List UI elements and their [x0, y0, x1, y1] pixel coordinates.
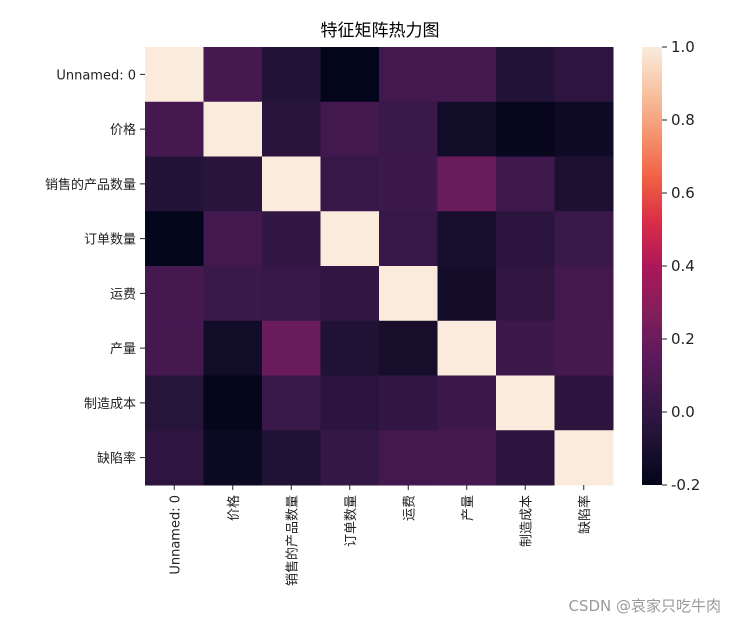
heatmap-cell	[554, 266, 614, 322]
heatmap-cell	[496, 375, 555, 431]
heatmap-cell	[379, 375, 438, 431]
colorbar	[642, 47, 662, 485]
heatmap-cell	[262, 320, 321, 376]
heatmap-cell	[262, 211, 321, 267]
heatmap-cell	[203, 211, 263, 267]
heatmap-cell	[379, 156, 438, 212]
heatmap-cell	[320, 375, 380, 431]
heatmap-cell	[554, 320, 614, 376]
heatmap-cell	[437, 375, 497, 431]
chart-title: 特征矩阵热力图	[321, 21, 440, 41]
colorbar-tick-label: 0.2	[671, 330, 695, 348]
heatmap-cell	[320, 47, 380, 103]
y-tick-label: 销售的产品数量	[45, 177, 136, 193]
y-tick-label: 缺陷率	[97, 451, 136, 467]
heatmap-cell	[554, 375, 614, 431]
heatmap-cell	[437, 156, 497, 212]
heatmap-cell	[496, 156, 555, 212]
heatmap-cell	[554, 47, 614, 103]
heatmap-cell	[203, 156, 263, 212]
heatmap-cell	[320, 211, 380, 267]
heatmap-cell	[262, 430, 321, 486]
colorbar-tick-label: 0.4	[671, 257, 695, 275]
heatmap-cell	[379, 320, 438, 376]
heatmap-cell	[379, 101, 438, 157]
heatmap-cell	[496, 101, 555, 157]
heatmap-cell	[320, 156, 380, 212]
heatmap-cell	[437, 101, 497, 157]
heatmap-cell	[145, 101, 204, 157]
heatmap-cell	[379, 266, 438, 322]
heatmap-cell	[203, 375, 263, 431]
heatmap-cell	[262, 47, 321, 103]
watermark: CSDN @哀家只吃牛肉	[568, 597, 721, 615]
y-tick-label: Unnamed: 0	[56, 68, 136, 83]
heatmap-cell	[496, 211, 555, 267]
x-tick-label: 产量	[461, 495, 476, 521]
heatmap-cell	[262, 375, 321, 431]
heatmap-cell	[496, 47, 555, 103]
heatmap-cell	[203, 47, 263, 103]
x-tick-label: 订单数量	[344, 495, 359, 547]
heatmap-cell	[145, 211, 204, 267]
colorbar-ticks: 1.0 0.8 0.6 0.4 0.2 0.0 -0.2	[662, 38, 700, 494]
heatmap-cell	[320, 430, 380, 486]
heatmap-cell	[320, 101, 380, 157]
x-tick-label: 运费	[402, 495, 417, 521]
colorbar-tick-label: 1.0	[671, 38, 695, 56]
x-tick-labels: Unnamed: 0 价格 销售的产品数量 订单数量 运费 产量 制造成本 缺陷率	[168, 485, 593, 586]
heatmap-cell	[437, 47, 497, 103]
heatmap-cell	[145, 156, 204, 212]
heatmap-cell	[320, 320, 380, 376]
heatmap-cell	[203, 430, 263, 486]
colorbar-tick-label: 0.6	[671, 184, 695, 202]
y-tick-label: 价格	[110, 122, 136, 138]
heatmap-cell	[437, 430, 497, 486]
x-tick-label: Unnamed: 0	[168, 495, 183, 575]
heatmap-cell	[203, 320, 263, 376]
heatmap-cell	[496, 430, 555, 486]
x-tick-label: 制造成本	[519, 495, 534, 547]
heatmap-cell	[379, 47, 438, 103]
heatmap-cell	[145, 47, 204, 103]
colorbar-tick-label: 0.8	[671, 111, 695, 129]
y-tick-label: 产量	[110, 342, 136, 357]
heatmap-cell	[554, 156, 614, 212]
heatmap-cell	[554, 430, 614, 486]
x-tick-label: 价格	[226, 495, 242, 521]
heatmap-cell	[379, 430, 438, 486]
y-tick-label: 订单数量	[84, 233, 136, 248]
heatmap-cell	[554, 211, 614, 267]
heatmap-cell	[145, 266, 204, 322]
y-tick-label: 制造成本	[84, 397, 136, 412]
heatmap-cell	[262, 156, 321, 212]
colorbar-tick-label: -0.2	[671, 476, 700, 494]
heatmap-cell	[203, 101, 263, 157]
heatmap-cell	[437, 320, 497, 376]
heatmap-cell	[145, 375, 204, 431]
heatmap-cell	[379, 211, 438, 267]
x-tick-label: 销售的产品数量	[284, 495, 300, 586]
heatmap-cell	[145, 430, 204, 486]
heatmap-cell	[496, 266, 555, 322]
heatmap-cell	[145, 320, 204, 376]
heatmap-cells	[145, 47, 614, 486]
x-tick-label: 缺陷率	[577, 495, 593, 534]
heatmap-cell	[262, 101, 321, 157]
y-tick-label: 运费	[110, 287, 136, 302]
heatmap-cell	[437, 266, 497, 322]
heatmap-cell	[320, 266, 380, 322]
heatmap-cell	[496, 320, 555, 376]
heatmap-cell	[203, 266, 263, 322]
heatmap-cell	[262, 266, 321, 322]
heatmap-cell	[437, 211, 497, 267]
colorbar-tick-label: 0.0	[671, 403, 695, 421]
heatmap-cell	[554, 101, 614, 157]
